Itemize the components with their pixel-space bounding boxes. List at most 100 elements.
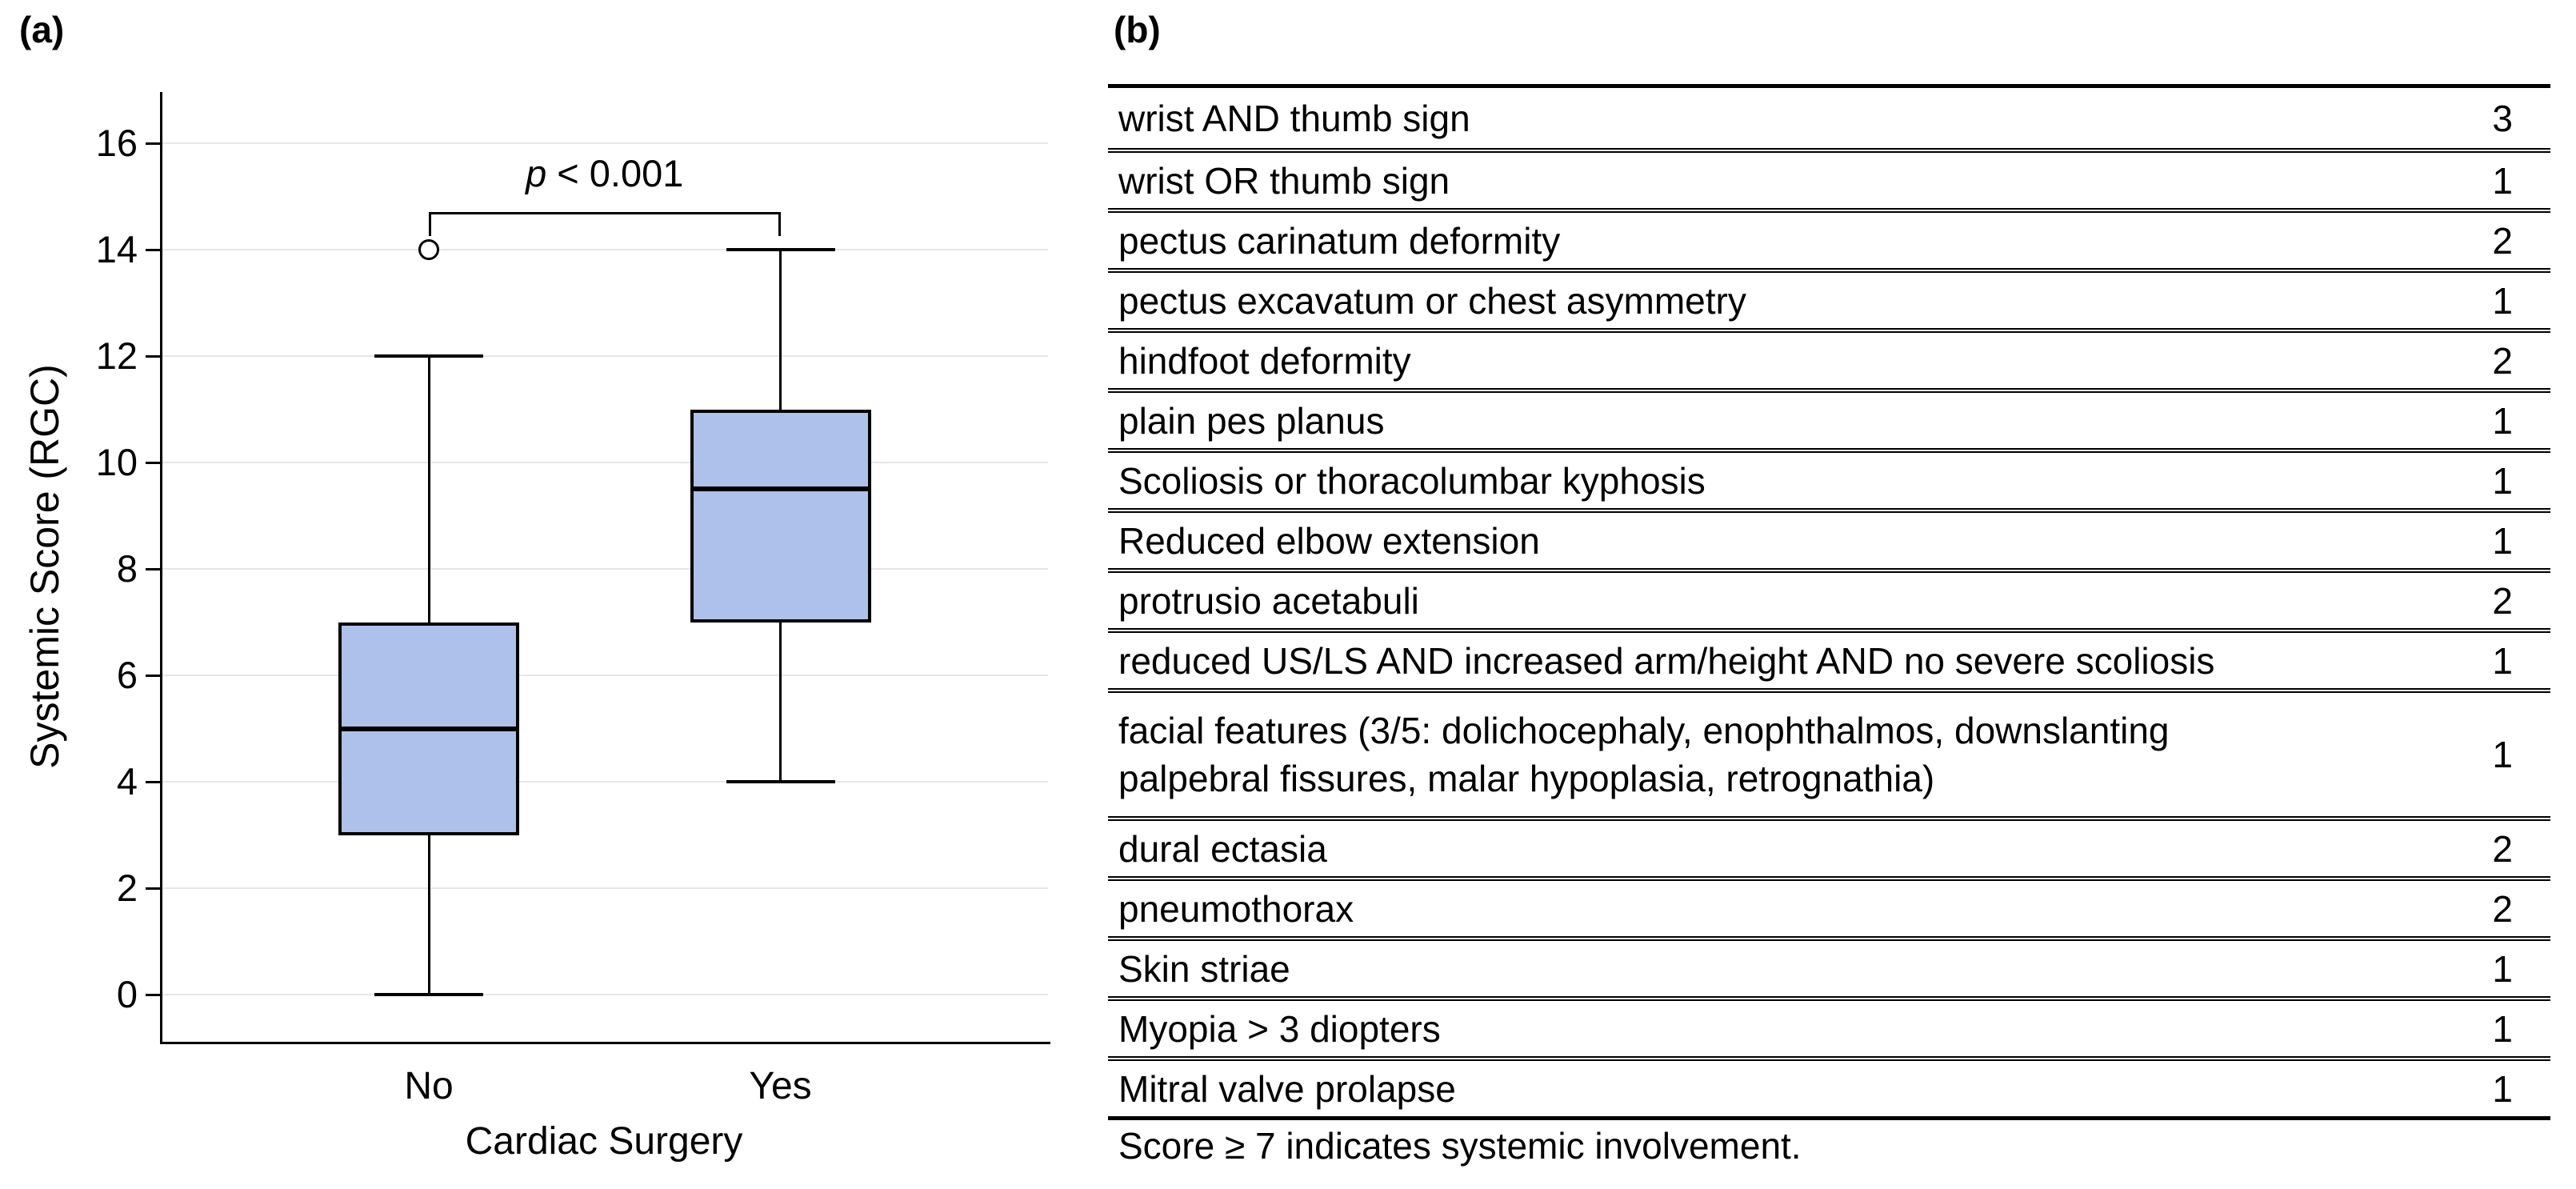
points-cell: 1 — [2492, 734, 2513, 775]
gridline — [162, 568, 1048, 570]
points-cell: 1 — [2492, 399, 2513, 442]
feature-cell: hindfoot deformity — [1118, 339, 1411, 382]
feature-cell: reduced US/LS AND increased arm/height A… — [1118, 639, 2215, 682]
y-tick — [146, 675, 160, 677]
points-cell: 1 — [2492, 519, 2513, 562]
table-row: protrusio acetabuli 2 — [1108, 568, 2550, 628]
y-tick-label: 4 — [116, 760, 138, 803]
y-tick — [146, 781, 160, 783]
gridline — [162, 142, 1048, 144]
x-axis-line — [160, 1042, 1050, 1044]
points-cell: 2 — [2492, 887, 2513, 930]
y-tick — [146, 462, 160, 464]
y-tick-label: 12 — [95, 334, 138, 377]
feature-cell: protrusio acetabuli — [1118, 579, 1419, 622]
points-cell: 1 — [2492, 947, 2513, 990]
gridline — [162, 249, 1048, 250]
y-tick — [146, 355, 160, 358]
whisker-stem — [779, 250, 782, 410]
y-tick — [146, 887, 160, 890]
whisker-stem — [779, 622, 782, 782]
whisker-stem — [427, 356, 430, 623]
table-row: dural ectasia 2 — [1108, 816, 2550, 876]
y-tick-label: 8 — [116, 547, 138, 590]
gridline — [162, 887, 1048, 889]
feature-cell: wrist AND thumb sign — [1118, 97, 1470, 139]
table-row: Reduced elbow extension 1 — [1108, 508, 2550, 568]
y-axis-title: Systemic Score (RGC) — [22, 364, 67, 769]
y-tick — [146, 568, 160, 570]
whisker-stem — [427, 835, 430, 995]
y-tick — [146, 249, 160, 251]
panel-a-label: (a) — [19, 9, 65, 50]
feature-cell: Reduced elbow extension — [1118, 519, 1540, 562]
systemic-score-table: wrist AND thumb sign 3 wrist OR thumb sign… — [1108, 84, 2550, 1120]
y-tick-label: 16 — [95, 122, 138, 164]
table-row: Skin striae 1 — [1108, 936, 2550, 996]
feature-cell: facial features (3/5: dolichocephaly, en… — [1118, 710, 2170, 799]
table-row: pectus excavatum or chest asymmetry 1 — [1108, 268, 2550, 328]
feature-cell: Myopia > 3 diopters — [1118, 1007, 1441, 1050]
points-cell: 2 — [2492, 579, 2513, 622]
feature-cell: Skin striae — [1118, 947, 1290, 990]
significance-bracket — [429, 212, 781, 237]
gridline — [162, 675, 1048, 676]
median-line — [342, 726, 516, 731]
x-axis-title: Cardiac Surgery — [465, 1120, 743, 1163]
boxplot-panel: (a) 0 2 4 6 8 10 12 14 16 No Yes p < 0.001 Systemic… — [0, 0, 1080, 1189]
y-axis-line — [160, 92, 162, 1042]
outlier-point — [418, 239, 439, 260]
y-tick-label: 2 — [116, 867, 138, 909]
whisker-cap — [726, 248, 835, 251]
table-row: facial features (3/5: dolichocephaly, en… — [1108, 688, 2550, 816]
y-tick — [146, 994, 160, 996]
points-cell: 1 — [2492, 159, 2513, 202]
panel-b-label: (b) — [1114, 9, 1161, 50]
table-row: reduced US/LS AND increased arm/height A… — [1108, 628, 2550, 688]
x-category-label: No — [404, 1065, 454, 1107]
gridline — [162, 781, 1048, 783]
table-row: pectus carinatum deformity 2 — [1108, 208, 2550, 268]
points-cell: 3 — [2492, 97, 2513, 139]
p-value-label: p < 0.001 — [526, 152, 684, 195]
box — [690, 409, 871, 623]
gridline — [162, 355, 1048, 357]
points-cell: 1 — [2492, 639, 2513, 682]
whisker-cap — [726, 780, 835, 783]
table-row: Scoliosis or thoracolumbar kyphosis 1 — [1108, 448, 2550, 508]
feature-cell: dural ectasia — [1118, 827, 1327, 870]
y-tick-label: 6 — [116, 654, 138, 696]
whisker-cap — [374, 354, 483, 358]
x-category-label: Yes — [749, 1065, 812, 1107]
gridline — [162, 994, 1048, 995]
table-row: plain pes planus 1 — [1108, 388, 2550, 448]
y-tick-label: 10 — [95, 441, 138, 483]
table-row: Myopia > 3 diopters 1 — [1108, 996, 2550, 1056]
table-row: wrist AND thumb sign 3 — [1108, 88, 2550, 148]
points-cell: 2 — [2492, 219, 2513, 262]
points-cell: 1 — [2492, 459, 2513, 502]
table-footer-note: Score ≥ 7 indicates systemic involvement… — [1118, 1125, 1802, 1167]
feature-cell: Mitral valve prolapse — [1118, 1067, 1456, 1110]
feature-cell: pectus carinatum deformity — [1118, 219, 1561, 262]
gridline — [162, 462, 1048, 463]
table-row: hindfoot deformity 2 — [1108, 328, 2550, 388]
points-cell: 2 — [2492, 339, 2513, 382]
feature-cell: wrist OR thumb sign — [1118, 159, 1450, 202]
feature-cell: plain pes planus — [1118, 399, 1385, 442]
y-tick-label: 14 — [95, 228, 138, 270]
points-cell: 1 — [2492, 1067, 2513, 1110]
whisker-cap — [374, 993, 483, 996]
feature-cell: pneumothorax — [1118, 887, 1354, 930]
points-cell: 1 — [2492, 279, 2513, 322]
table-row: pneumothorax 2 — [1108, 876, 2550, 936]
table-row: wrist OR thumb sign 1 — [1108, 148, 2550, 208]
y-tick-label: 0 — [116, 973, 138, 1015]
y-tick — [146, 142, 160, 145]
points-cell: 1 — [2492, 1007, 2513, 1050]
points-cell: 2 — [2492, 827, 2513, 870]
feature-cell: Scoliosis or thoracolumbar kyphosis — [1118, 459, 1706, 502]
table-row: Mitral valve prolapse 1 — [1108, 1056, 2550, 1116]
median-line — [693, 486, 868, 492]
feature-cell: pectus excavatum or chest asymmetry — [1118, 279, 1746, 322]
